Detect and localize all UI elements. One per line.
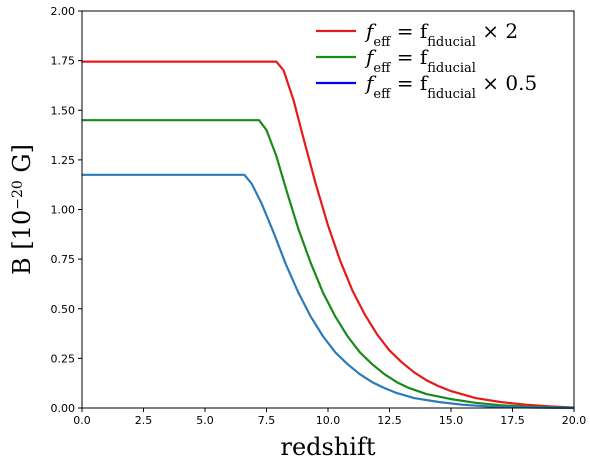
y-tick-label: 0.75 (51, 253, 76, 266)
series-line-3 (82, 173, 575, 410)
y-tick-label: 0.00 (51, 402, 76, 415)
legend-entry-1: feff = ffiducial × 2 (364, 19, 518, 50)
x-tick-label: 12.5 (377, 414, 402, 427)
x-tick-label: 20.0 (562, 414, 587, 427)
series-layer (82, 60, 575, 410)
x-tick-label: 0.0 (73, 414, 91, 427)
y-tick-label: 1.25 (51, 154, 76, 167)
y-tick-label: 1.00 (51, 204, 76, 217)
y-tick-label: 2.00 (51, 5, 76, 18)
series-line-2 (82, 119, 575, 409)
ticks-layer: 0.0 2.5 5.0 7.5 10.0 12.5 15.0 17.5 20.0 0.00 0.25… (51, 5, 587, 427)
x-axis-label: redshift (280, 433, 375, 461)
series-line-1 (82, 60, 575, 409)
y-tick-label: 1.50 (51, 104, 76, 117)
x-tick-label: 17.5 (500, 414, 525, 427)
x-tick-label: 10.0 (316, 414, 341, 427)
x-tick-label: 2.5 (135, 414, 153, 427)
legend-entry-3: feff = ffiducial × 0.5 (364, 71, 537, 102)
legend-entry-2: feff = ffiducial (364, 45, 476, 76)
x-tick-label: 5.0 (196, 414, 214, 427)
x-tick-label: 7.5 (258, 414, 276, 427)
y-axis-label: B [10−20 G] (8, 144, 36, 275)
y-tick-label: 0.50 (51, 303, 76, 316)
y-tick-label: 0.25 (51, 352, 76, 365)
x-tick-label: 15.0 (439, 414, 464, 427)
y-tick-label: 1.75 (51, 55, 76, 68)
